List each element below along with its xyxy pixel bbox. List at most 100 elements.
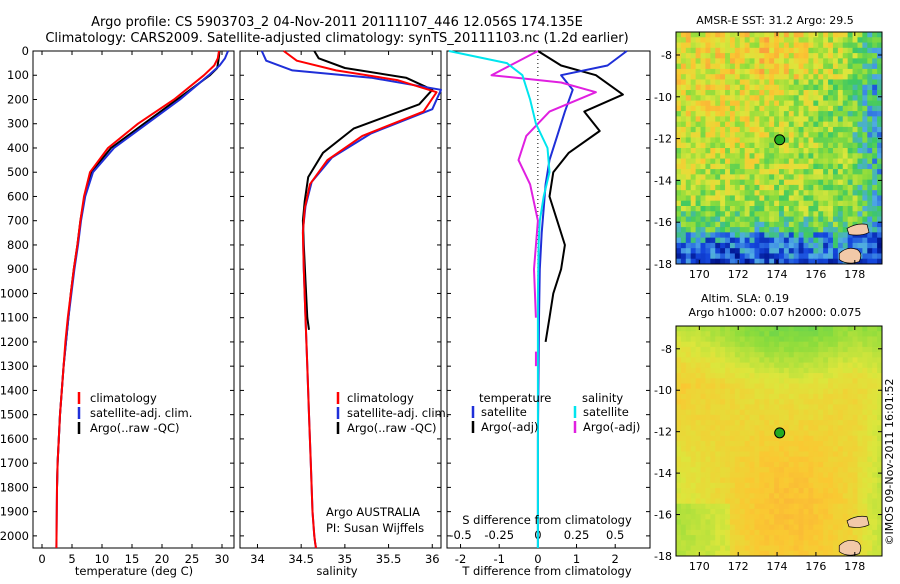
map-cell [744,47,750,54]
map-cell [729,535,736,541]
map-cell [715,227,721,233]
map-cell [710,216,716,223]
map-cell [744,404,750,411]
map-cell [852,331,858,337]
map-cell [837,477,844,484]
map-cell [720,414,726,421]
map-cell [823,190,829,196]
map-cell [837,399,844,405]
map-cell [754,326,760,332]
map-cell [877,488,883,494]
map-cell [837,535,844,541]
map-cell [818,142,824,149]
map-cell [798,472,804,478]
map-cell [685,441,692,447]
map-cell [734,211,741,217]
map-cell [734,367,741,374]
map-cell [798,100,804,107]
map-cell [803,341,809,348]
map-cell [862,550,868,557]
map-cell [852,158,858,165]
map-cell [818,529,824,536]
map-cell [837,420,844,426]
map-cell [690,37,697,43]
map-cell [744,420,750,426]
map-cell [832,404,839,411]
map-cell [852,467,858,473]
map-cell [857,435,863,442]
map-cell [847,95,853,101]
map-cell [700,378,706,384]
map-cell [852,493,858,499]
map-cell [852,111,858,117]
map-cell [725,84,731,91]
map-cell [808,550,814,557]
land-mass [846,515,870,528]
map-cell [828,258,834,265]
map-cell [877,74,883,80]
map-cell [793,253,800,260]
map-cell [754,488,760,494]
map-cell [867,132,873,138]
map-cell [818,248,824,254]
map-cell [734,95,741,101]
map-cell [842,184,849,191]
map-cell [788,540,795,546]
map-cell [828,393,834,400]
map-cell [867,367,873,374]
map-cell [710,467,716,473]
map-cell [842,195,849,202]
map-cell [774,53,780,59]
map-cell [729,456,736,463]
map-cell [739,425,746,431]
map-cell [700,105,706,112]
map-cell [744,488,750,494]
map-cell [818,100,824,107]
map-cell [774,535,780,541]
map-cell [695,357,701,363]
map-cell [759,441,765,447]
map-cell [759,158,765,165]
map-cell [793,420,800,426]
map-cell [813,132,819,138]
map-cell [749,461,755,468]
map-cell [700,336,706,343]
map-cell [857,488,863,494]
map-cell [685,461,692,468]
map-cell [754,105,760,112]
map-cell [754,68,760,75]
map-cell [729,232,736,239]
map-cell [680,383,687,390]
map-cell [695,446,701,452]
map-cell [739,232,746,239]
map-cell [788,467,795,473]
map-cell [828,32,834,38]
map-cell [695,383,701,390]
map-cell [862,232,868,239]
map-cell [793,216,800,223]
map-cell [710,524,716,531]
map-cell [823,174,829,181]
map-cell [798,488,804,494]
map-cell [715,508,721,515]
map-cell [798,126,804,133]
map-cell [695,461,701,468]
map-cell [783,404,790,411]
map-cell [729,367,736,374]
map-cell [739,446,746,452]
map-cell [872,47,878,54]
map-cell [700,503,706,510]
map-cell [783,326,790,332]
map-cell [837,508,844,515]
map-cell [857,100,863,107]
map-cell [759,467,765,473]
map-cell [774,237,780,244]
map-cell [823,477,829,484]
map-cell [813,163,819,170]
map-cell [793,446,800,452]
map-cell [710,456,716,463]
map-cell [828,158,834,165]
map-cell [813,493,819,499]
map-cell [828,42,834,49]
map-cell [769,121,775,128]
